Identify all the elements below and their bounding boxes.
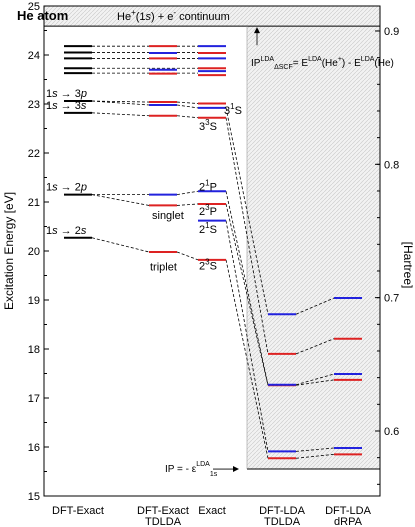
transition-label: 1s → 2p — [46, 182, 87, 194]
column-label: TDLDA — [145, 516, 182, 527]
connector-line — [225, 220, 269, 452]
connector-line — [91, 237, 150, 253]
term-label: 31S — [224, 102, 242, 117]
term-label: 23S — [199, 258, 217, 273]
energy-levels — [64, 45, 362, 460]
y-tick-label-ev: 19 — [28, 295, 40, 307]
transition-label: 1s → 3s — [46, 100, 87, 112]
transition-label: 1s → 2s — [46, 225, 87, 237]
continuum-label: He+(1s) + e- continuum — [117, 8, 230, 23]
y-tick-label-hartree: 0.6 — [384, 426, 399, 438]
connector-line — [295, 297, 335, 315]
connector-line — [295, 453, 335, 459]
y-tick-label-ev: 15 — [28, 491, 40, 503]
singlet-label: singlet — [152, 210, 184, 222]
connector-line — [295, 447, 335, 452]
y-tick-label-ev: 17 — [28, 393, 40, 405]
lda-continuum-band — [247, 26, 380, 470]
y-tick-label-hartree: 0.9 — [384, 26, 399, 38]
connector-line — [225, 203, 269, 386]
y-tick-label-hartree: 0.8 — [384, 159, 399, 171]
connector-line — [176, 190, 199, 196]
connector-line — [176, 115, 199, 119]
connector-line — [225, 107, 269, 315]
column-label: DFT-Exact — [52, 505, 104, 517]
connector-line — [91, 112, 150, 117]
y-axis-title-right: [Hartree] — [401, 242, 415, 289]
column-label: Exact — [198, 505, 226, 517]
ip-delta-scf-arrowhead — [254, 27, 260, 34]
y-tick-label-ev: 18 — [28, 344, 40, 356]
term-label: 21S — [199, 221, 217, 236]
connector-line — [176, 104, 199, 109]
y-tick-label-ev: 24 — [28, 50, 40, 62]
transition-label: 1s → 3p — [46, 88, 87, 100]
connector-line — [295, 338, 335, 355]
y-tick-label-ev: 25 — [28, 1, 40, 13]
ip-delta-scf-label: IPLDAΔSCF= ELDA(He+) - ELDA(He) — [251, 56, 394, 71]
connector-line — [225, 191, 269, 385]
connector-line — [225, 259, 269, 459]
term-label: 23P — [199, 203, 217, 218]
y-tick-label-ev: 22 — [28, 148, 40, 160]
ip-lda-label: IP = - εLDA1s — [165, 461, 218, 478]
connector-line — [91, 194, 150, 206]
column-label: DFT-Exact — [137, 505, 189, 517]
plot-frame — [43, 5, 381, 497]
continuum-band — [44, 6, 380, 27]
y-tick-label-ev: 16 — [28, 442, 40, 454]
ionization-region — [44, 6, 380, 470]
connector-line — [176, 251, 199, 261]
column-label: TDLDA — [264, 516, 301, 527]
connector-line — [91, 100, 150, 103]
connector-lines — [91, 45, 335, 459]
y-tick-label-ev: 23 — [28, 99, 40, 111]
y-tick-label-hartree: 0.7 — [384, 293, 399, 305]
y-axis-title-left: Excitation Energy [eV] — [2, 192, 16, 310]
y-tick-label-ev: 20 — [28, 246, 40, 258]
axis-ticks: 15 16 17 18 19 20 21 22 23 24 25 0.6 0.7 0.8 0.9 — [28, 1, 400, 503]
ip-lda-arrowhead — [233, 466, 239, 473]
chart-title: He atom — [17, 8, 68, 23]
column-label: DFT-LDA — [259, 505, 306, 517]
triplet-label: triplet — [150, 262, 177, 274]
connector-line — [295, 373, 335, 386]
connector-line — [91, 100, 150, 106]
column-label: dRPA — [334, 516, 363, 527]
column-label: DFT-LDA — [325, 505, 372, 517]
connector-line — [295, 379, 335, 386]
y-tick-label-ev: 21 — [28, 197, 40, 209]
connector-line — [176, 101, 199, 104]
term-label: 33S — [199, 118, 217, 133]
connector-line — [176, 203, 199, 206]
term-label: 21P — [199, 178, 217, 193]
